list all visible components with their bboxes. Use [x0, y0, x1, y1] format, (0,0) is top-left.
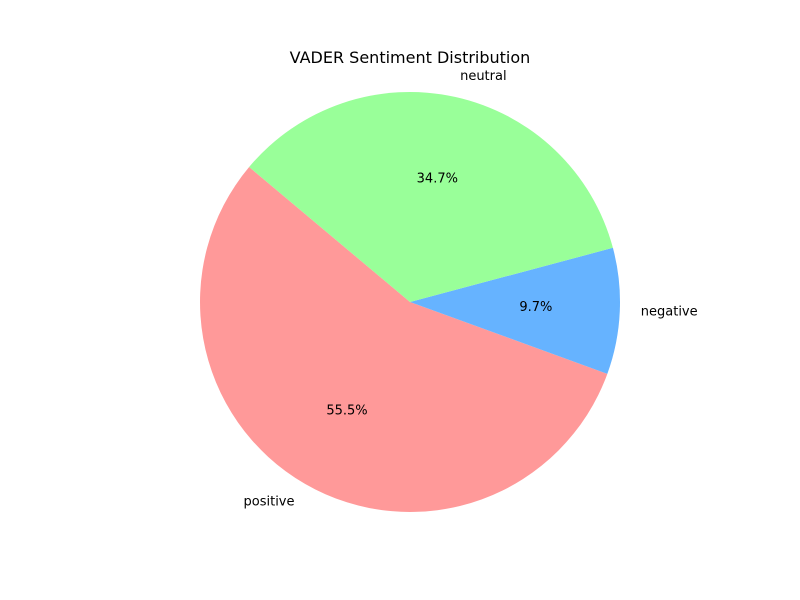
pie-slice-neutral [249, 91, 613, 302]
slice-percent-negative: 9.7% [519, 300, 552, 315]
chart-title: VADER Sentiment Distribution [290, 48, 531, 67]
slice-percent-positive: 55.5% [326, 404, 367, 419]
pie-slice-positive [200, 167, 608, 512]
slice-percent-neutral: 34.7% [417, 172, 458, 187]
pie-slice-negative [410, 247, 621, 374]
slice-label-negative: negative [641, 305, 698, 320]
pie-labels: positive 55.5% negative 9.7% neutral 34.7% [244, 69, 698, 510]
slice-label-neutral: neutral [460, 69, 507, 84]
pie-slices [200, 91, 621, 512]
slice-label-positive: positive [244, 495, 295, 510]
